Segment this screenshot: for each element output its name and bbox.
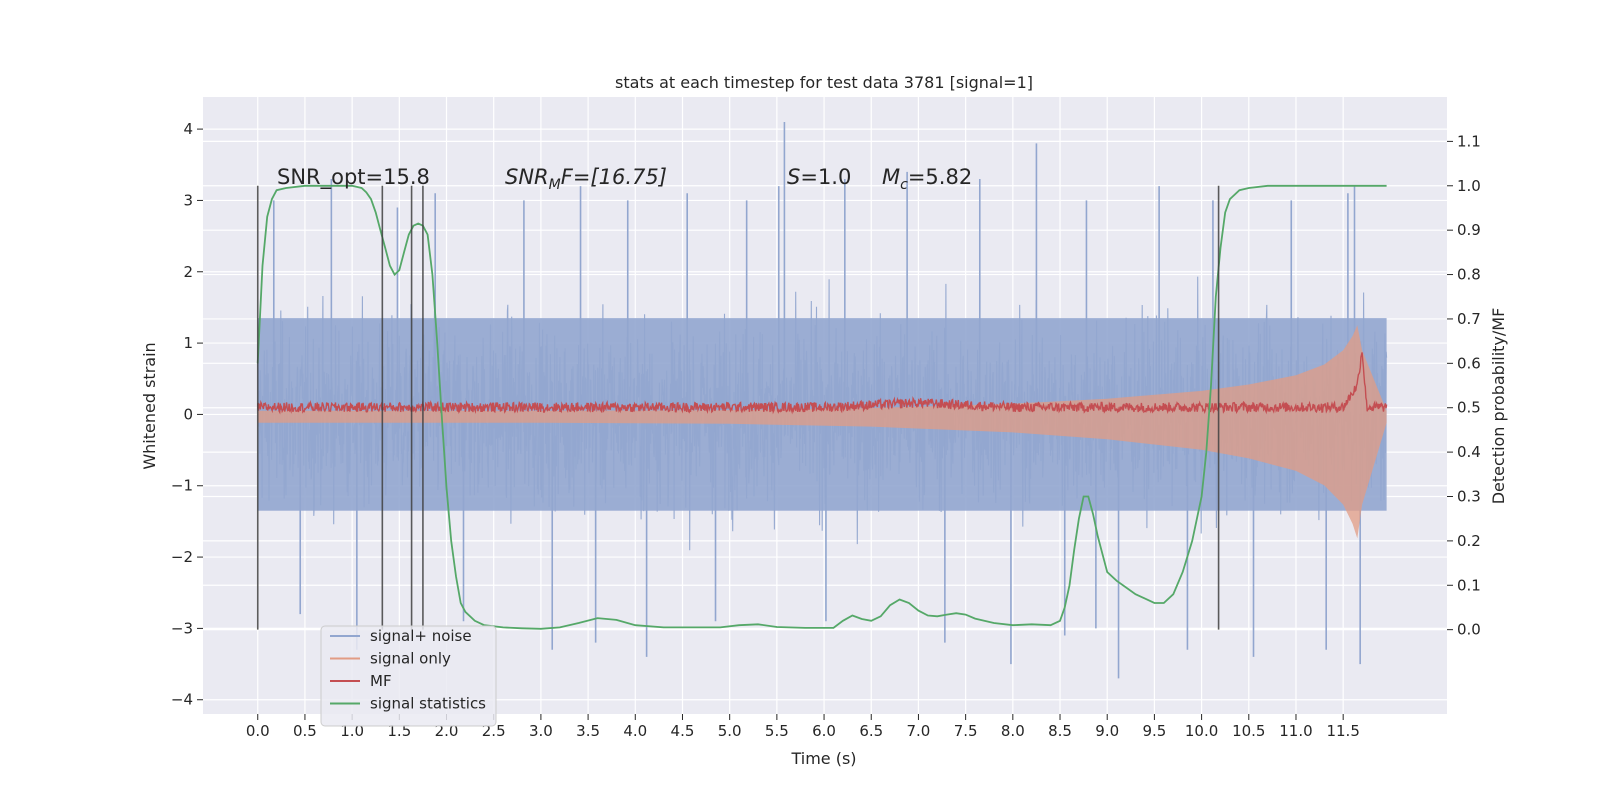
annotation-snr-mf-italic: SNR: [505, 165, 549, 189]
annotation-s-italic: S: [787, 165, 800, 189]
x-tick-18: 9.0: [1095, 722, 1119, 740]
x-tick-20: 10.0: [1185, 722, 1218, 740]
annotation-mc-italic: M: [882, 165, 900, 189]
annotation-snr-mf-f: F=[16.75]: [561, 165, 667, 189]
y-tick-right-10: 0.1: [1457, 576, 1481, 594]
y-tick-left-0: 4: [183, 120, 193, 138]
x-tick-23: 11.5: [1326, 722, 1359, 740]
y-tick-right-6: 0.5: [1457, 399, 1481, 417]
x-tick-1: 0.5: [293, 722, 317, 740]
y-ticks-right: 1.1 1.0 0.9 0.8 0.7 0.6 0.5 0.4 0.3 0.2 0.1 0.0: [1447, 132, 1481, 639]
x-tick-7: 3.5: [576, 722, 600, 740]
vertical-lines: [256, 185, 1220, 630]
legend-label-2: MF: [370, 672, 392, 690]
x-tick-21: 10.5: [1232, 722, 1265, 740]
annotation-snr-mf: SNRMF=[16.75]: [505, 165, 667, 193]
x-tick-14: 7.0: [907, 722, 931, 740]
x-axis-label: Time (s): [790, 749, 856, 768]
annotation-s-value: =1.0: [800, 165, 851, 189]
x-tick-19: 9.5: [1142, 722, 1166, 740]
x-tick-13: 6.5: [859, 722, 883, 740]
chart-title: stats at each timestep for test data 378…: [615, 73, 1033, 92]
y-tick-left-6: −2: [171, 548, 193, 566]
y-tick-right-5: 0.6: [1457, 354, 1481, 372]
annotation-snr-mf-sub: M: [549, 177, 561, 193]
legend: signal+ noise signal only MF signal statist…: [320, 625, 497, 727]
annotation-s: S=1.0: [787, 165, 851, 189]
y-tick-left-3: 1: [183, 334, 193, 352]
annotation-snr-opt: SNR_opt=15.8: [277, 165, 430, 190]
y-axis-label-right: Detection probability/MF: [1489, 308, 1508, 505]
x-tick-0: 0.0: [246, 722, 270, 740]
y-tick-right-11: 0.0: [1457, 621, 1481, 639]
legend-frame: [320, 625, 497, 727]
legend-label-1: signal only: [370, 650, 451, 668]
x-tick-12: 6.0: [812, 722, 836, 740]
y-tick-right-3: 0.8: [1457, 266, 1481, 284]
y-axis-label-left: Whitened strain: [140, 342, 159, 469]
y-tick-right-8: 0.3: [1457, 487, 1481, 505]
y-tick-right-7: 0.4: [1457, 443, 1481, 461]
x-tick-16: 8.0: [1001, 722, 1025, 740]
x-tick-9: 4.5: [671, 722, 695, 740]
y-tick-left-1: 3: [183, 191, 193, 209]
y-tick-right-4: 0.7: [1457, 310, 1481, 328]
annotation-mc: Mc=5.82: [882, 165, 972, 193]
y-tick-right-0: 1.1: [1457, 132, 1481, 150]
x-tick-10: 5.0: [718, 722, 742, 740]
y-tick-right-2: 0.9: [1457, 221, 1481, 239]
series-signal-statistics: [256, 184, 1387, 630]
x-tick-8: 4.0: [623, 722, 647, 740]
y-ticks-left: 4 3 2 1 0 −1 −2 −3 −4: [171, 120, 203, 709]
y-tick-right-9: 0.2: [1457, 532, 1481, 550]
series-layer: [256, 121, 1388, 679]
y-tick-left-5: −1: [171, 477, 193, 495]
series-signal-only: [257, 325, 1387, 539]
x-tick-6: 3.0: [529, 722, 553, 740]
annotation-mc-sub: c: [900, 177, 908, 193]
x-tick-11: 5.5: [765, 722, 789, 740]
legend-label-0: signal+ noise: [370, 627, 472, 645]
y-tick-left-8: −4: [171, 691, 193, 709]
legend-label-3: signal statistics: [370, 695, 486, 713]
y-tick-right-1: 1.0: [1457, 177, 1481, 195]
y-tick-left-4: 0: [183, 405, 193, 423]
y-tick-left-2: 2: [183, 263, 193, 281]
x-ticks: 0.0 0.5 1.0 1.5 2.0 2.5 3.0 3.5 4.0 4.5 5.0 5.5 6.0 6…: [246, 714, 1360, 740]
x-tick-17: 8.5: [1048, 722, 1072, 740]
x-tick-15: 7.5: [954, 722, 978, 740]
x-tick-22: 11.0: [1279, 722, 1312, 740]
y-tick-left-7: −3: [171, 619, 193, 637]
annotation-mc-value: =5.82: [908, 165, 972, 189]
series-mf: [257, 352, 1388, 415]
